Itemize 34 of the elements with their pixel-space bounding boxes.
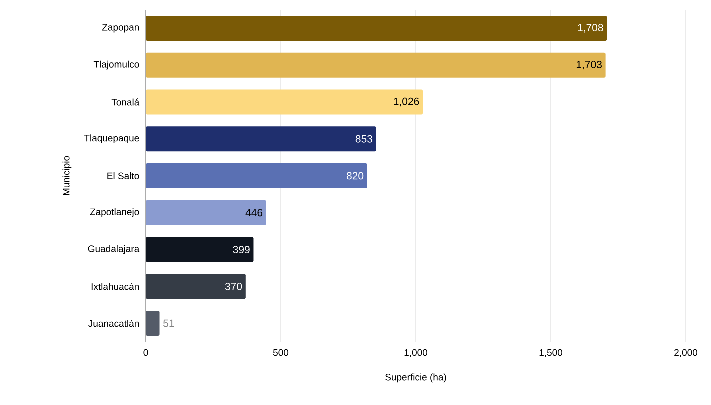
y-tick-label: Tlaquepaque [84, 134, 140, 144]
bar [146, 311, 160, 336]
data-label: 1,708 [578, 24, 604, 33]
y-tick-label: Ixtlahuacán [92, 283, 140, 290]
y-tick-label: Juanacatlán [88, 320, 140, 328]
x-tick-label: 500 [273, 349, 289, 356]
y-tick-label: El Salto [108, 172, 140, 180]
bar [146, 237, 254, 262]
x-tick-label: 0 [144, 349, 148, 356]
data-label: 853 [356, 135, 372, 143]
data-label: 370 [225, 282, 242, 290]
x-tick-label: 2,000 [674, 349, 698, 358]
y-tick-label: Guadalajara [88, 245, 140, 254]
bar [146, 164, 368, 189]
data-label: 446 [246, 209, 263, 217]
data-label: 399 [233, 246, 250, 254]
bar [146, 200, 266, 226]
x-tick-label: 1,500 [540, 349, 563, 358]
x-axis-title: Superficie (ha) [386, 374, 446, 383]
data-label: 51 [164, 320, 174, 328]
bar [146, 52, 606, 78]
bar [146, 90, 424, 115]
data-label: 1,026 [394, 98, 420, 107]
data-label: 820 [346, 172, 364, 180]
y-tick-label: Tlajomulco [94, 60, 140, 70]
y-tick-label: Zapopan [102, 24, 140, 33]
y-tick-label: Tonalá [112, 98, 140, 106]
bar [146, 126, 376, 152]
bar [146, 274, 246, 300]
y-tick-label: Zapotlanejo [90, 208, 140, 218]
bar [146, 16, 608, 41]
x-tick-label: 1,000 [404, 349, 428, 358]
data-label: 1,703 [576, 61, 602, 70]
y-axis-title: Municipio [62, 156, 72, 196]
